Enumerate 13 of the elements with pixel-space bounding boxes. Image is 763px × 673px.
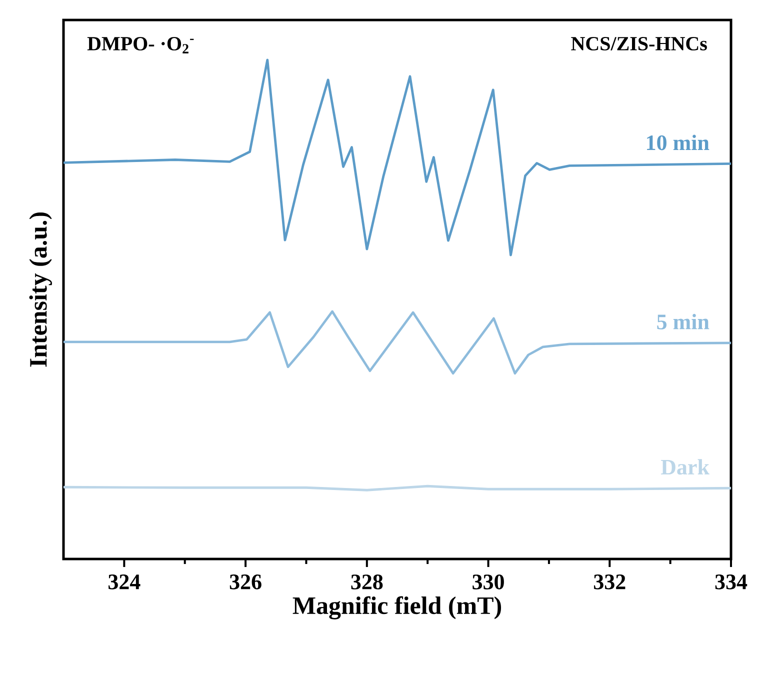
text: DMPO- ·O$_{2}$- <box>87 37 194 54</box>
x-tick-label: 326 <box>230 574 262 590</box>
x-tick-label: 324 <box>108 574 140 590</box>
x-tick-label: 330 <box>472 574 504 590</box>
series-label: 10 min <box>647 134 710 150</box>
x-tick-label: 328 <box>351 574 383 590</box>
series-label: 5 min <box>657 314 710 330</box>
x-tick-label: 332 <box>594 574 626 590</box>
x-tick-label: 334 <box>715 574 748 590</box>
y-axis-title: Intensity (a.u.) <box>29 212 52 367</box>
series-label: Dark <box>660 459 710 475</box>
text: NCS/ZIS-HNCs <box>571 37 707 50</box>
x-axis-title: Magnific field (mT) <box>292 596 502 620</box>
